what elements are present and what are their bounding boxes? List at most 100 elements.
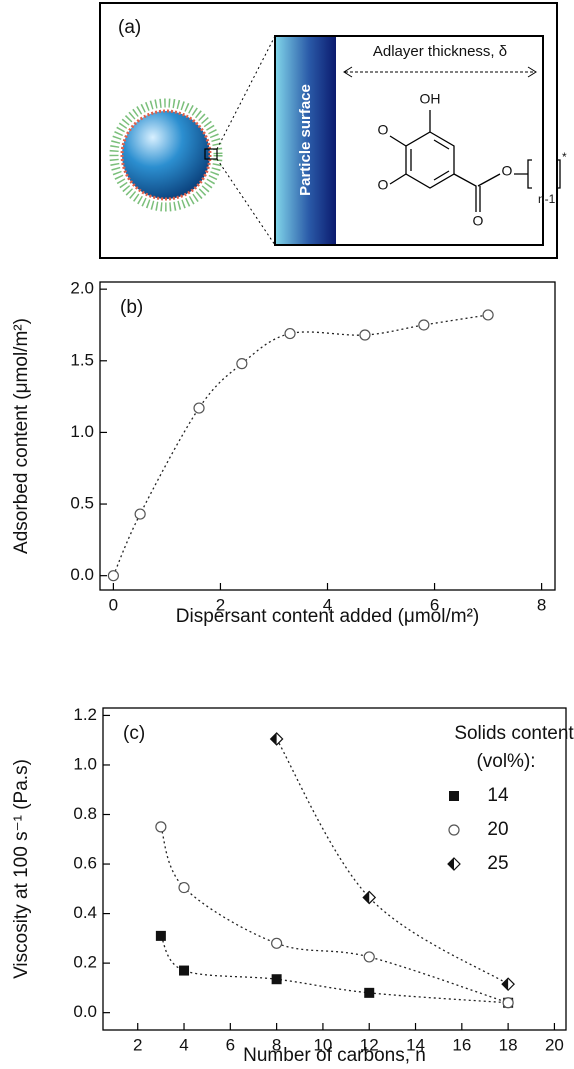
marker	[269, 732, 284, 746]
x-axis-title: Dispersant content added (μmol/m²)	[176, 606, 479, 627]
y-tick-label: 0.5	[70, 494, 94, 513]
x-tick-label: 6	[430, 595, 439, 614]
x-tick-label: 2	[133, 1035, 142, 1054]
legend-marker	[448, 824, 460, 836]
marker-circle	[502, 997, 514, 1009]
zoom-line	[216, 158, 276, 246]
marker	[271, 937, 283, 949]
thickness-label: Adlayer thickness, δ	[373, 43, 507, 60]
fit-line	[276, 738, 509, 985]
marker-circle	[155, 821, 167, 833]
marker	[359, 329, 371, 341]
zoom-box	[204, 148, 218, 160]
marker-square	[364, 987, 375, 998]
marker-diamond-half	[502, 978, 509, 991]
marker-diamond-half	[270, 732, 277, 745]
particle	[120, 109, 212, 201]
y-tick-label: 1.5	[70, 350, 94, 369]
atom: O	[473, 213, 484, 229]
legend-label: 14	[487, 785, 509, 806]
charts: 0 2 4 6 8 0.0 0.5 1.0 1.5 2.0 Dispersant content a…	[11, 279, 574, 1066]
panel-label: (a)	[118, 17, 141, 38]
marker-circle	[193, 402, 205, 414]
legend-marker	[447, 857, 461, 871]
atom: O	[378, 177, 389, 193]
marker-circle	[359, 329, 371, 341]
panel-label: (b)	[120, 297, 143, 318]
y-tick-label: 1.2	[73, 705, 97, 724]
plot-frame	[102, 707, 567, 1031]
marker	[363, 951, 375, 963]
marker-diamond-half	[448, 858, 454, 870]
marker-square	[271, 974, 282, 985]
legend-marker	[449, 791, 459, 801]
arrow-heads	[343, 66, 537, 78]
marker-circle	[178, 881, 190, 894]
inset-frame	[274, 35, 544, 246]
y-tick-label: 0.0	[73, 1002, 97, 1021]
y-tick-label: 0.6	[73, 854, 97, 873]
y-tick-label: 0.0	[70, 565, 94, 584]
marker	[362, 890, 377, 905]
marker-circle	[236, 358, 248, 370]
marker-circle	[363, 951, 375, 963]
marker-diamond-half	[363, 891, 370, 904]
star: *	[562, 150, 567, 164]
surface-label: Particle surface	[297, 84, 314, 196]
marker-circle	[284, 327, 296, 340]
marker	[418, 319, 430, 331]
y-tick-label: 1.0	[70, 422, 94, 441]
y-axis-title: Viscosity at 100 s⁻¹ (Pa.s)	[11, 759, 32, 979]
y-tick-label: 2.0	[70, 279, 94, 298]
fit-line	[112, 314, 489, 576]
y-tick-label: 0.4	[73, 903, 97, 922]
marker	[107, 570, 119, 582]
atom: O	[378, 122, 389, 138]
legend-label: 25	[487, 853, 508, 874]
marker	[364, 987, 375, 998]
surface	[276, 37, 336, 244]
marker	[193, 402, 205, 414]
marker	[284, 327, 296, 340]
marker	[134, 508, 146, 520]
marker-square	[155, 930, 166, 941]
x-tick-label: 8	[272, 1035, 281, 1054]
x-tick-label: 0	[109, 595, 118, 614]
x-axis-title: Number of carbons, n	[243, 1045, 426, 1066]
marker-circle	[482, 309, 494, 321]
panel-label: (c)	[123, 723, 145, 744]
x-tick-label: 16	[452, 1035, 471, 1054]
dispersant-shell	[109, 98, 223, 212]
x-tick-label: 18	[499, 1035, 518, 1054]
marker-circle	[271, 937, 283, 949]
y-axis-title: Adsorbed content (μmol/m²)	[11, 318, 32, 554]
atom: O	[502, 163, 513, 179]
x-tick-label: 4	[179, 1035, 188, 1054]
marker-circle	[107, 570, 119, 582]
y-tick-label: 1.0	[73, 754, 97, 773]
marker-square	[449, 791, 459, 801]
marker	[271, 974, 282, 985]
y-tick-label: 0.8	[73, 804, 97, 823]
fit-line	[160, 935, 509, 1004]
marker	[482, 309, 494, 321]
molecule	[389, 110, 561, 212]
x-tick-label: 12	[360, 1035, 379, 1054]
x-tick-label: 8	[537, 595, 546, 614]
fit-line	[160, 826, 509, 1004]
marker-circle	[418, 319, 430, 331]
x-tick-label: 20	[545, 1035, 564, 1054]
marker-circle	[448, 824, 460, 836]
x-tick-label: 4	[323, 595, 332, 614]
marker	[236, 358, 248, 370]
marker	[502, 997, 514, 1009]
atom: OH	[420, 91, 441, 107]
x-tick-label: 14	[406, 1035, 425, 1054]
marker	[155, 930, 166, 941]
y-tick-label: 0.2	[73, 953, 97, 972]
marker-circle	[134, 508, 146, 520]
marker	[179, 965, 190, 976]
legend-title: (vol%):	[476, 751, 535, 772]
legend-label: 20	[487, 819, 508, 840]
